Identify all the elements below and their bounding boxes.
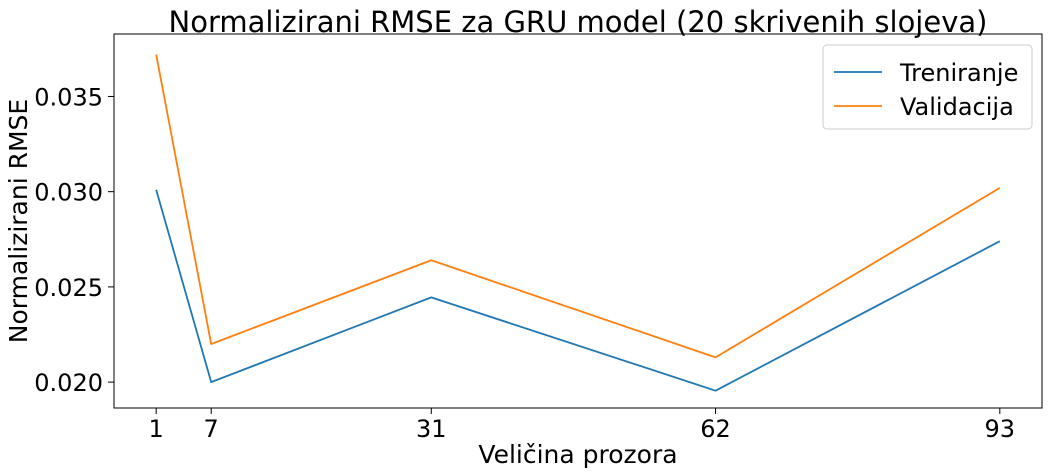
- y-tick-label: 0.020: [34, 369, 103, 397]
- x-tick-label: 31: [416, 415, 447, 443]
- legend-label-1: Validacija: [900, 93, 1014, 121]
- legend: Treniranje Validacija: [822, 44, 1033, 130]
- x-tick-label: 62: [700, 415, 731, 443]
- series-line-0: [155, 189, 1001, 392]
- series-line-1: [155, 54, 1001, 359]
- legend-label-0: Treniranje: [899, 59, 1018, 87]
- series-layer: [155, 54, 1001, 392]
- x-tick-label: 1: [149, 415, 164, 443]
- legend-box: [822, 44, 1033, 130]
- y-axis: 0.020 0.025 0.030 0.035: [34, 83, 114, 397]
- y-tick-label: 0.025: [34, 274, 103, 302]
- plot-frame: [113, 33, 1043, 409]
- x-tick-label: 7: [204, 415, 219, 443]
- x-tick-label: 93: [985, 415, 1016, 443]
- x-axis-label: Veličina prozora: [478, 440, 677, 469]
- y-tick-label: 0.030: [34, 179, 103, 207]
- y-tick-label: 0.035: [34, 83, 103, 111]
- x-axis: 1 7 31 62 93: [149, 408, 1016, 443]
- y-axis-label: Normalizirani RMSE: [4, 99, 33, 343]
- chart-title: Normalizirani RMSE za GRU model (20 skri…: [169, 5, 988, 39]
